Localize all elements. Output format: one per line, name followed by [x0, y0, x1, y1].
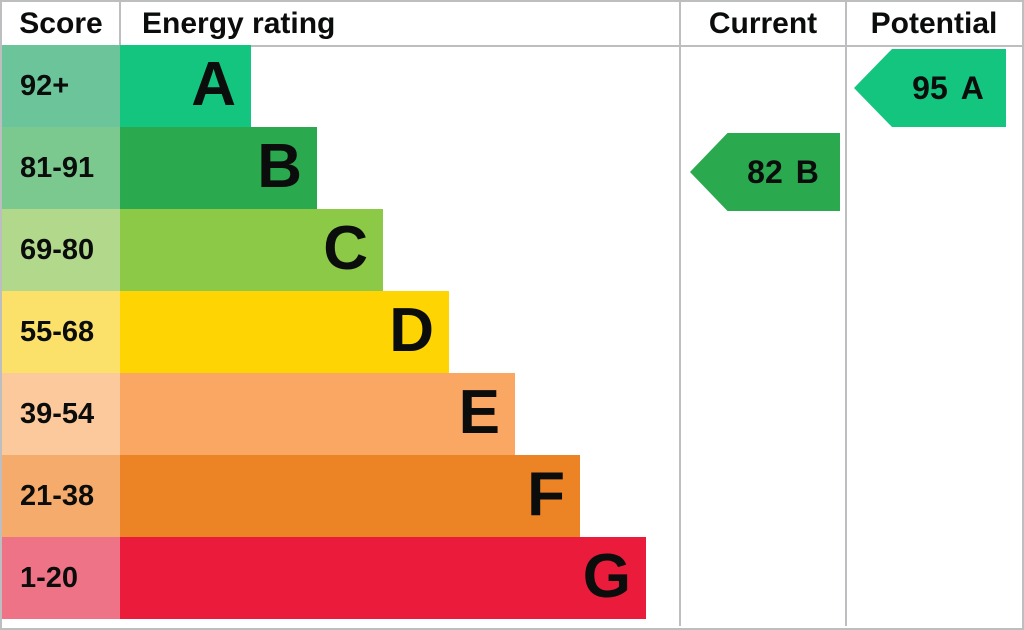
header-divider-line — [2, 45, 1022, 47]
current-rating-value: 82 — [747, 153, 783, 190]
band-bar-c: C — [120, 209, 383, 291]
header-current: Current — [708, 6, 818, 40]
header-energy-rating: Energy rating — [142, 6, 336, 40]
band-letter: C — [323, 214, 368, 283]
band-score-range: 21-38 — [2, 455, 120, 537]
band-rows: 92+ A 81-91 B 69-80 C 55-68 D 39-54 — [2, 45, 678, 619]
current-column-divider — [679, 2, 681, 626]
band-score-range: 69-80 — [2, 209, 120, 291]
band-row-e: 39-54 E — [2, 373, 678, 455]
band-row-b: 81-91 B — [2, 127, 678, 209]
band-score-range: 81-91 — [2, 127, 120, 209]
potential-rating-arrow: 95 A — [854, 49, 1006, 127]
score-column-divider — [119, 2, 121, 45]
band-row-g: 1-20 G — [2, 537, 678, 619]
band-row-c: 69-80 C — [2, 209, 678, 291]
potential-column-divider — [845, 2, 847, 626]
band-bar-b: B — [120, 127, 317, 209]
band-letter: F — [527, 460, 565, 529]
band-letter: B — [257, 132, 302, 201]
band-score-range: 92+ — [2, 45, 120, 127]
band-letter: G — [582, 542, 631, 611]
band-row-a: 92+ A — [2, 45, 678, 127]
band-score-range: 1-20 — [2, 537, 120, 619]
band-row-f: 21-38 F — [2, 455, 678, 537]
chart-header: Score Energy rating Current Potential — [2, 2, 1022, 45]
band-bar-e: E — [120, 373, 515, 455]
header-score: Score — [19, 6, 103, 40]
band-row-d: 55-68 D — [2, 291, 678, 373]
header-potential: Potential — [870, 6, 998, 40]
band-bar-g: G — [120, 537, 646, 619]
band-letter: A — [191, 50, 236, 119]
current-rating-band: B — [795, 153, 819, 190]
band-bar-a: A — [120, 45, 251, 127]
potential-rating-value: 95 — [912, 69, 948, 106]
band-letter: D — [389, 296, 434, 365]
band-letter: E — [458, 378, 500, 447]
band-bar-f: F — [120, 455, 580, 537]
potential-rating-band: A — [960, 69, 984, 106]
band-score-range: 39-54 — [2, 373, 120, 455]
band-score-range: 55-68 — [2, 291, 120, 373]
band-bar-d: D — [120, 291, 449, 373]
current-rating-arrow: 82 B — [690, 133, 840, 211]
